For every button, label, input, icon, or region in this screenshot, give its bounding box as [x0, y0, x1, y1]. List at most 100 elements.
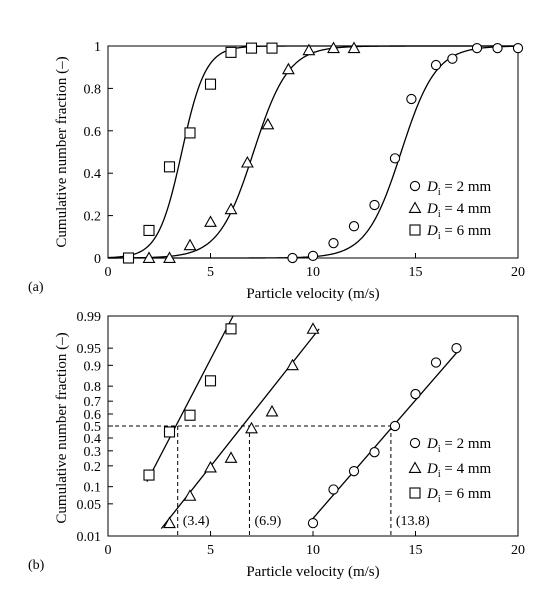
a-x-tick-label-0: 0	[105, 265, 112, 280]
b-y-tick-label-11: 0.95	[77, 342, 102, 357]
triangle-marker-a-1-3	[204, 215, 217, 227]
circle-marker-b-0-6	[430, 357, 442, 368]
triangle-marker-a-1-8	[302, 43, 316, 56]
a-y-tick-label-4: 0.8	[84, 82, 102, 97]
triangle-marker-a-1-6	[261, 117, 275, 130]
b-y-tick-label-6: 0.5	[84, 420, 102, 435]
a-x-tick-label-2: 10	[306, 265, 320, 280]
triangle-marker-a-1-9	[327, 41, 340, 54]
circle-marker-b-0-4	[389, 420, 401, 432]
square-marker-a-2-0	[122, 252, 135, 264]
circle-marker-a-0-7	[430, 59, 442, 71]
b-y-tick-label-9: 0.8	[84, 380, 102, 395]
circle-marker-a-0-8	[447, 53, 458, 64]
circle-marker-a-0-3	[348, 221, 360, 232]
panel-label-b: (b)	[28, 558, 45, 573]
b-y-tick-label-8: 0.7	[84, 395, 102, 410]
circle-marker-legend-0	[409, 437, 421, 449]
axis-ticks-b: 0 5 10 15 20 0.01 0.05 0.1 0.20.30.40.50.60.70.8…	[77, 310, 526, 558]
y-axis-label-a: Cumulative number fraction (–)	[54, 56, 70, 247]
b-x-tick-label-0: 0	[105, 543, 112, 558]
median-annotation-2: (13.8)	[396, 514, 430, 529]
circle-marker-a-0-0	[287, 252, 298, 264]
triangle-marker-b-1-1	[183, 489, 197, 501]
b-y-tick-label-7: 0.6	[84, 408, 102, 423]
b-x-tick-label-2: 10	[306, 543, 320, 558]
a-y-tick-label-5: 1	[94, 40, 101, 55]
circle-marker-a-0-5	[389, 153, 401, 164]
triangle-marker-legend-1	[408, 461, 422, 473]
circle-marker-a-0-2	[328, 238, 339, 249]
square-marker-b-2-2	[184, 409, 196, 421]
median-annotation-0: (3.4)	[183, 514, 210, 529]
panel-label-a: (a)	[28, 280, 44, 295]
triangle-marker-a-1-5	[240, 155, 254, 168]
panel-b: 0 5 10 15 20 0.01 0.05 0.1 0.20.30.40.50.60.70.8…	[28, 310, 525, 580]
square-marker-legend-2	[409, 224, 421, 236]
triangle-marker-a-1-4	[224, 202, 238, 215]
a-x-tick-label-3: 15	[409, 265, 423, 280]
circle-marker-b-0-2	[348, 466, 360, 477]
circle-marker-b-0-7	[451, 343, 462, 354]
legend-a: Di = 2 mm Di = 4 mm Di = 6 mm	[408, 179, 492, 242]
square-marker-a-2-3	[184, 127, 196, 139]
square-marker-b-2-3	[204, 375, 217, 387]
y-axis-label-b: Cumulative number fraction (–)	[54, 332, 70, 523]
triangle-marker-a-1-0	[142, 251, 156, 263]
annotations-b: (3.4) (6.9) (13.8)	[183, 514, 430, 529]
square-marker-a-2-7	[266, 42, 278, 54]
b-x-tick-label-3: 15	[409, 543, 423, 558]
square-marker-a-2-2	[163, 161, 176, 173]
a-x-tick-label-4: 20	[511, 265, 525, 280]
reference-lines-b	[108, 425, 392, 536]
triangle-marker-a-1-1	[163, 251, 176, 263]
b-y-tick-label-3: 0.2	[84, 460, 102, 475]
circle-marker-a-0-11	[512, 42, 524, 54]
a-y-tick-label-2: 0.4	[84, 167, 102, 182]
x-axis-label-a: Particle velocity (m/s)	[246, 286, 379, 302]
legend-entry-2: Di = 6 mm	[426, 486, 492, 505]
legend-entry-1: Di = 4 mm	[426, 461, 492, 480]
square-marker-a-2-1	[143, 224, 155, 236]
square-marker-a-2-4	[204, 78, 217, 90]
a-y-tick-label-0: 0	[94, 252, 101, 267]
b-y-tick-label-1: 0.05	[77, 498, 102, 513]
triangle-marker-b-1-7	[306, 322, 320, 334]
circle-marker-b-0-1	[328, 484, 339, 495]
fit-line-b-2	[146, 315, 234, 482]
square-marker-legend-2	[409, 487, 421, 499]
legend-entry-2: Di = 6 mm	[426, 223, 492, 242]
triangle-marker-b-1-0	[163, 516, 176, 529]
circle-marker-b-0-5	[410, 388, 421, 400]
square-marker-a-2-5	[225, 46, 237, 58]
x-axis-label-b: Particle velocity (m/s)	[246, 564, 379, 580]
a-y-tick-label-1: 0.2	[84, 210, 102, 225]
b-x-tick-label-4: 20	[511, 543, 525, 558]
data-markers-a	[122, 41, 524, 264]
circle-marker-b-0-0	[307, 517, 319, 529]
median-annotation-1: (6.9)	[254, 514, 281, 529]
triangle-marker-legend-1	[408, 201, 422, 213]
circle-marker-legend-0	[409, 180, 421, 192]
b-y-tick-label-5: 0.4	[84, 432, 102, 447]
panel-a: 0 5 10 15 20 0 0.2 0.4 0.6 0.8 1 Di = 2 mm Di = 4 m…	[28, 40, 525, 302]
circle-marker-a-0-6	[406, 93, 417, 105]
circle-marker-a-0-10	[492, 42, 503, 54]
square-marker-a-2-6	[245, 42, 258, 54]
circle-marker-a-0-1	[307, 250, 319, 262]
a-x-tick-label-1: 5	[207, 265, 214, 280]
b-x-tick-label-1: 5	[207, 543, 214, 558]
b-y-tick-label-10: 0.9	[84, 359, 102, 374]
triangle-marker-b-1-6	[286, 358, 299, 371]
b-y-tick-label-12: 0.99	[77, 310, 102, 325]
triangle-marker-a-1-2	[183, 238, 197, 251]
fit-curve-a-2	[107, 45, 518, 259]
square-marker-b-2-1	[163, 426, 176, 438]
circle-marker-b-0-3	[369, 447, 380, 458]
triangle-marker-b-1-2	[204, 460, 217, 473]
triangle-marker-b-1-3	[224, 451, 238, 463]
legend-entry-1: Di = 4 mm	[426, 201, 492, 220]
a-y-tick-label-3: 0.6	[84, 125, 102, 140]
square-marker-b-2-0	[143, 469, 155, 481]
